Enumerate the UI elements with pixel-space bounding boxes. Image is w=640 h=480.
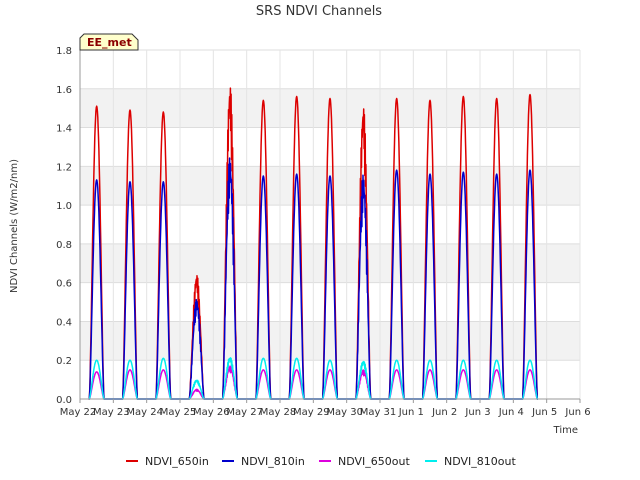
legend: NDVI_650in NDVI_810in NDVI_650out NDVI_810o… bbox=[126, 455, 516, 468]
legend-label: NDVI_810in bbox=[241, 455, 305, 468]
x-tick-label: Jun 5 bbox=[531, 407, 557, 418]
y-tick-label: 1.2 bbox=[56, 162, 72, 173]
y-tick-label: 0.0 bbox=[56, 395, 72, 406]
y-tick-label: 1.4 bbox=[56, 124, 72, 135]
legend-label: NDVI_810out bbox=[444, 455, 516, 468]
x-axis-label: Time bbox=[553, 425, 578, 436]
y-tick-label: 0.8 bbox=[56, 240, 72, 251]
plot-background bbox=[80, 50, 580, 399]
station-badge-label: EE_met bbox=[87, 36, 132, 49]
grid-lines bbox=[79, 49, 581, 400]
y-tick-label: 0.2 bbox=[56, 356, 72, 367]
x-tick-label: Jun 2 bbox=[431, 407, 457, 418]
x-tick-label: May 26 bbox=[193, 407, 230, 418]
axes bbox=[79, 50, 580, 400]
y-tick-label: 1.0 bbox=[56, 201, 72, 212]
x-tick-label: May 27 bbox=[226, 407, 263, 418]
y-tick-label: 0.6 bbox=[56, 279, 72, 290]
plot-band bbox=[80, 243, 580, 283]
plot-band bbox=[80, 88, 580, 128]
x-tick-label: May 29 bbox=[293, 407, 330, 418]
y-axis-label: NDVI Channels (W/m2/nm) bbox=[9, 159, 20, 293]
x-tick-label: May 28 bbox=[260, 407, 297, 418]
chart-title: SRS NDVI Channels bbox=[256, 4, 382, 19]
plot-band bbox=[80, 166, 580, 206]
x-tick-label: May 30 bbox=[326, 407, 363, 418]
x-tick-label: Jun 4 bbox=[498, 407, 524, 418]
y-tick-labels: 0.0 0.2 0.4 0.6 0.8 1.0 1.2 1.4 1.6 1.8 bbox=[56, 46, 72, 406]
y-tick-label: 1.8 bbox=[56, 46, 72, 57]
x-tick-label: May 23 bbox=[93, 407, 130, 418]
plot-band bbox=[80, 321, 580, 361]
y-tick-label: 0.4 bbox=[56, 317, 72, 328]
station-badge: EE_met bbox=[79, 33, 139, 51]
x-tick-label: Jun 3 bbox=[464, 407, 490, 418]
x-tick-label: May 25 bbox=[160, 407, 197, 418]
legend-label: NDVI_650out bbox=[338, 455, 410, 468]
legend-label: NDVI_650in bbox=[145, 455, 209, 468]
y-tick-label: 1.6 bbox=[56, 85, 72, 96]
x-tick-label: May 31 bbox=[360, 407, 397, 418]
x-tick-label: Jun 6 bbox=[564, 407, 590, 418]
x-tick-label: May 24 bbox=[126, 407, 163, 418]
x-tick-label: May 22 bbox=[60, 407, 97, 418]
x-tick-label: Jun 1 bbox=[398, 407, 424, 418]
